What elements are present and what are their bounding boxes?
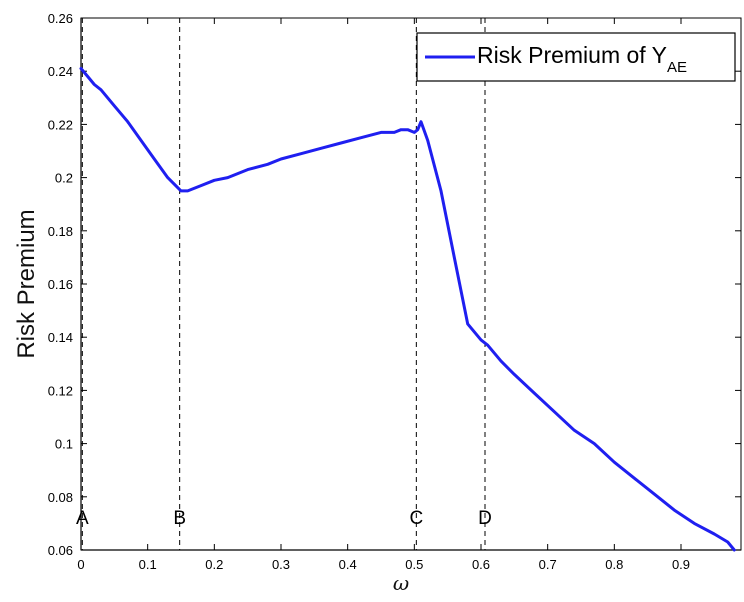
y-axis-title: Risk Premium (13, 209, 40, 358)
y-tick-label: 0.26 (48, 11, 73, 26)
x-tick-label: 0.3 (272, 557, 290, 572)
x-tick-label: 0.8 (605, 557, 623, 572)
reference-label-b: B (173, 508, 186, 529)
x-tick-label: 0.1 (139, 557, 157, 572)
x-tick-label: 0.4 (339, 557, 357, 572)
legend-label-subscript: AE (667, 59, 687, 76)
y-tick-label: 0.08 (48, 490, 73, 505)
reference-label-d: D (478, 508, 492, 529)
y-tick-label: 0.16 (48, 277, 73, 292)
x-axis-title: ω (393, 571, 409, 595)
y-tick-label: 0.18 (48, 224, 73, 239)
reference-label-c: C (409, 508, 423, 529)
y-tick-label: 0.24 (48, 64, 73, 79)
legend-label: Risk Premium of YAE (477, 42, 687, 76)
y-tick-label: 0.12 (48, 383, 73, 398)
x-tick-label: 0.6 (472, 557, 490, 572)
x-tick-label: 0.5 (405, 557, 423, 572)
x-tick-label: 0 (77, 557, 84, 572)
reference-label-a: A (76, 508, 89, 529)
x-tick-label: 0.2 (205, 557, 223, 572)
y-tick-label: 0.1 (55, 437, 73, 452)
y-tick-label: 0.14 (48, 330, 73, 345)
legend-label-main: Risk Premium of Y (477, 42, 667, 68)
x-tick-label: 0.7 (539, 557, 557, 572)
series-line-risk-premium (79, 67, 736, 552)
y-tick-label: 0.06 (48, 543, 73, 558)
x-tick-label: 0.9 (672, 557, 690, 572)
y-tick-label: 0.2 (55, 171, 73, 186)
y-tick-label: 0.22 (48, 117, 73, 132)
